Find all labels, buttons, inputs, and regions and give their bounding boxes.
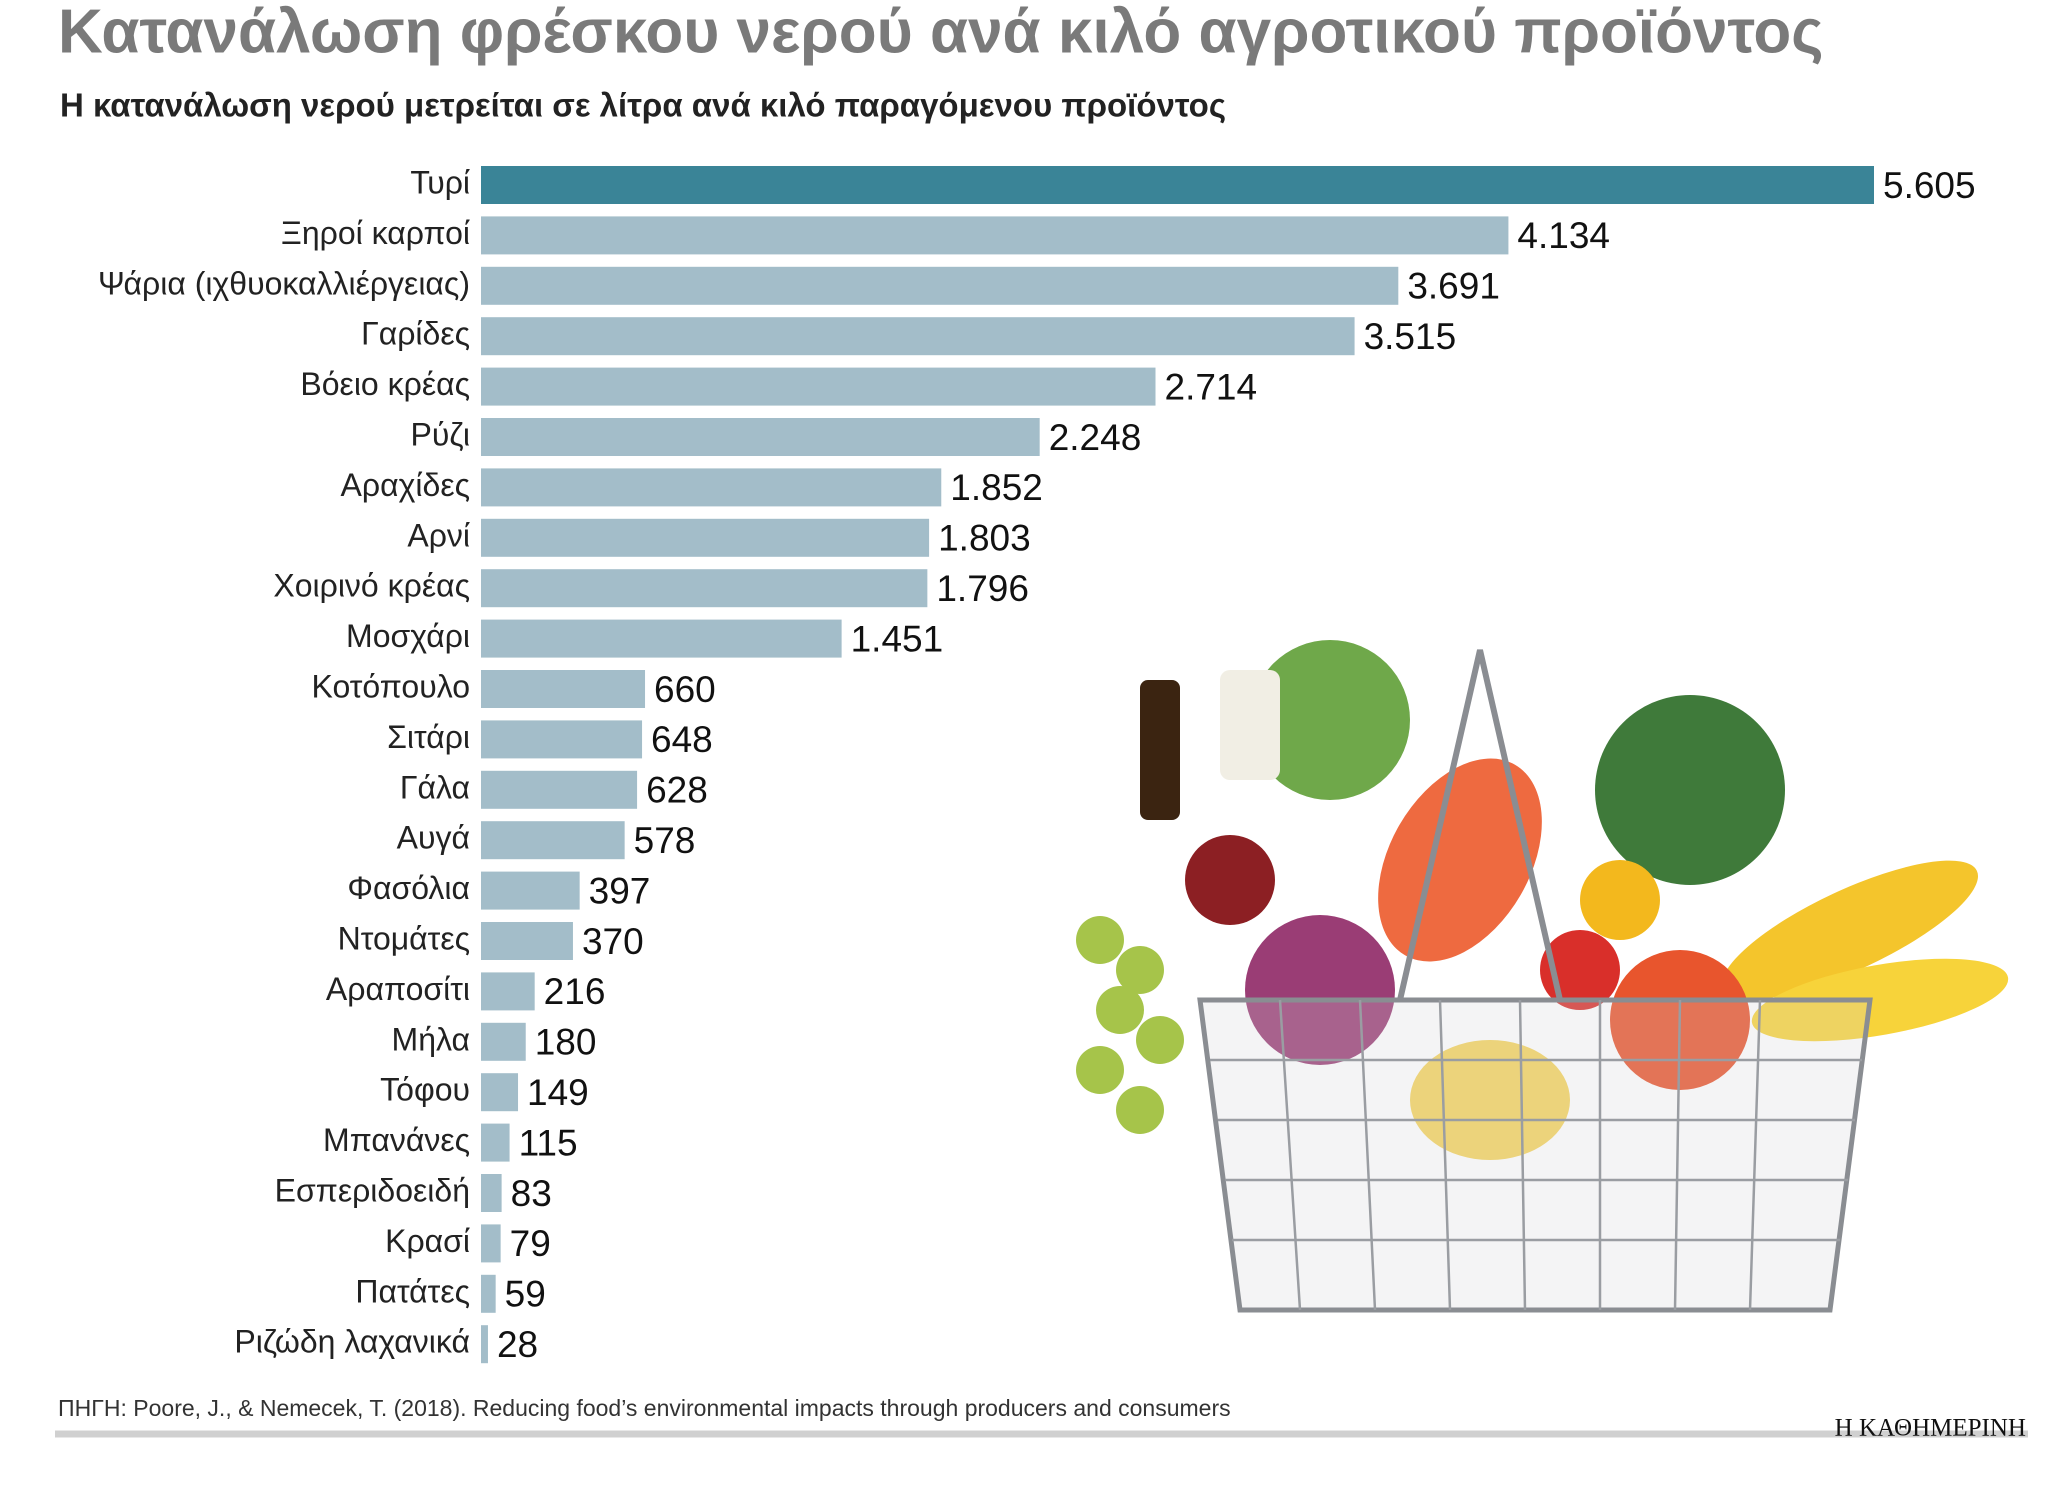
category-label: Χοιρινό κρέας [273,568,470,604]
category-label: Κρασί [385,1223,470,1259]
value-label: 216 [544,971,606,1012]
value-label: 648 [651,719,713,760]
value-label: 59 [505,1274,546,1315]
value-label: 149 [527,1072,589,1113]
chart-subtitle: Η κατανάλωση νερού μετρείται σε λίτρα αν… [60,87,1226,124]
bar [481,770,638,809]
value-label: 3.515 [1364,316,1457,357]
bar [481,1022,526,1061]
category-label: Τόφου [380,1072,470,1108]
category-label: Μοσχάρι [346,618,470,654]
bar [481,216,1509,255]
value-label: 1.852 [950,467,1043,508]
category-label: Αραποσίτι [326,971,470,1007]
bar [481,821,625,860]
value-label: 79 [510,1223,551,1264]
category-label: Ξηροί καρποί [281,215,470,251]
bar [481,619,842,658]
bar [481,569,928,608]
bar [481,1325,488,1364]
category-label: Αρνί [407,517,470,553]
value-label: 660 [654,669,716,710]
value-label: 180 [535,1022,597,1063]
category-label: Ριζώδη λαχανικά [234,1324,470,1360]
category-label: Μπανάνες [323,1122,470,1158]
bar [481,166,1874,204]
bar [481,1174,502,1212]
category-label: Σιτάρι [387,719,470,755]
category-label: Ψάρια (ιχθυοκαλλιέργειας) [98,265,470,301]
value-label: 397 [589,870,651,911]
value-label: 3.691 [1407,266,1500,307]
bar [481,367,1156,406]
category-label: Γαρίδες [361,316,470,352]
value-label: 115 [519,1122,578,1163]
bar [481,1274,496,1313]
value-label: 4.134 [1517,215,1610,256]
value-label: 1.803 [938,518,1031,559]
bar [481,720,643,759]
bar [481,871,580,910]
category-label: Εσπεριδοειδή [275,1172,470,1208]
chart-title: Κατανάλωση φρέσκου νερού ανά κιλό αγροτι… [58,0,1824,66]
bar [481,468,942,507]
category-label: Κοτόπουλο [311,668,470,704]
value-label: 578 [634,820,696,861]
category-label: Αυγά [397,820,470,856]
bar [481,1073,519,1112]
bar [481,922,573,960]
bar [481,418,1040,456]
bar [481,266,1399,305]
bar [481,670,646,708]
category-label: Μήλα [392,1021,470,1057]
bar [481,317,1355,356]
source-note: ΠΗΓΗ: Poore, J., & Nemecek, T. (2018). R… [58,1395,1231,1421]
category-label: Τυρί [410,164,470,200]
basket-illustration [1076,640,2009,1313]
value-label: 5.605 [1883,165,1976,206]
value-label: 2.714 [1165,366,1258,407]
value-label: 370 [582,921,644,962]
category-label: Φασόλια [347,870,470,906]
brand: Η ΚΑΘΗΜΕΡΙΝΗ [1835,1415,2026,1442]
category-label: Πατάτες [355,1273,470,1309]
value-label: 83 [511,1173,552,1214]
value-label: 28 [497,1324,538,1365]
bar [481,1123,510,1162]
category-label: Ντομάτες [338,920,470,956]
value-label: 1.796 [936,568,1029,609]
category-label: Αραχίδες [341,467,470,503]
bar [481,972,535,1011]
bar [481,1224,501,1263]
category-label: Βόειο κρέας [300,366,470,402]
value-label: 628 [646,770,708,811]
value-label: 1.451 [851,618,944,659]
category-label: Ρύζι [411,416,470,452]
value-label: 2.248 [1049,417,1142,458]
bar [481,518,930,557]
category-label: Γάλα [400,769,470,805]
